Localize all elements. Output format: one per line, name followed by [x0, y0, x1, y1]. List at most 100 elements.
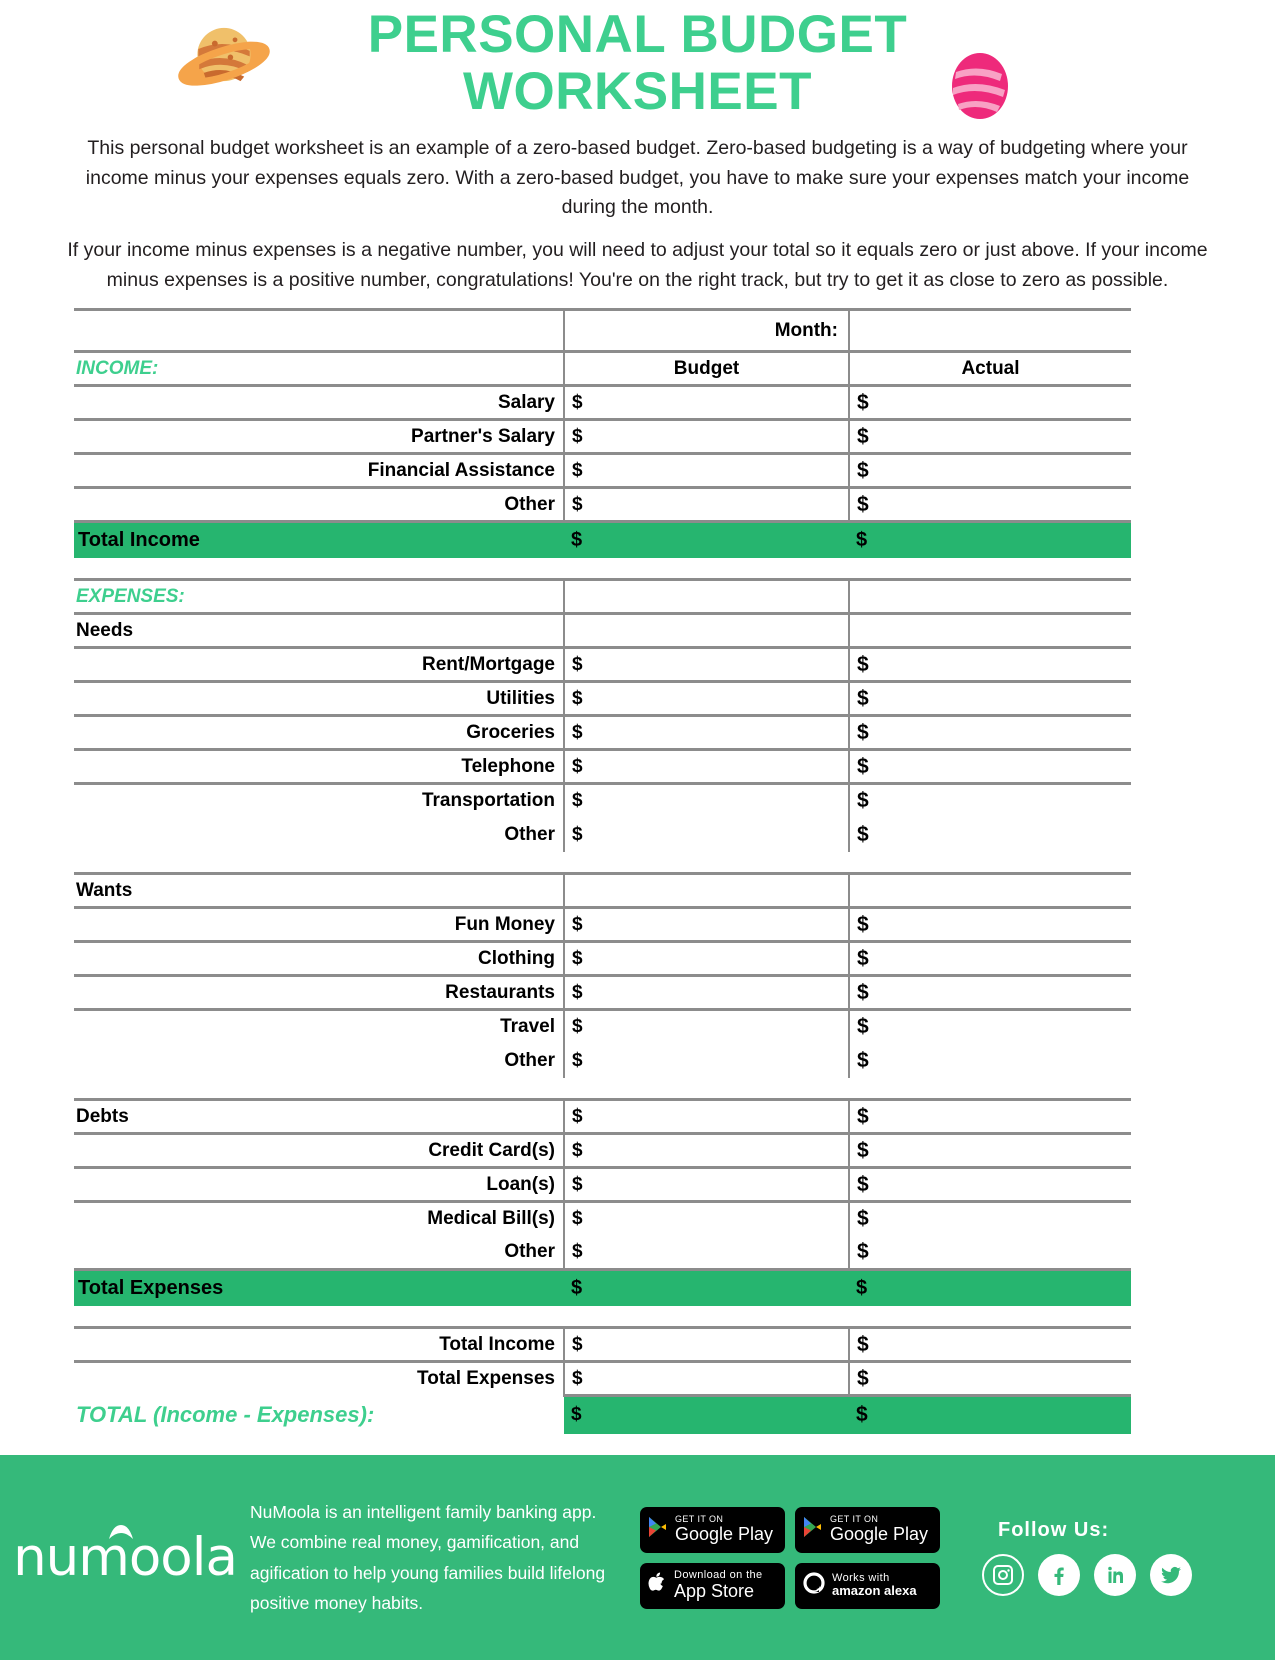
instagram-icon[interactable] — [982, 1554, 1024, 1596]
page-title-line1: PERSONAL BUDGET — [367, 5, 908, 64]
intro-paragraph-1: This personal budget worksheet is an exa… — [85, 137, 1190, 219]
budget-input-income-other[interactable]: $ — [563, 486, 849, 522]
month-value-input[interactable] — [848, 308, 1131, 352]
page-header: PERSONAL BUDGET WORKSHEET — [0, 0, 1275, 130]
actual-input-financial-assistance[interactable]: $ — [848, 452, 1131, 488]
alexa-icon — [803, 1572, 825, 1599]
table-row: Fun Money $ $ — [74, 906, 1131, 942]
actual-input-loans[interactable]: $ — [848, 1166, 1131, 1202]
budget-input-debts[interactable]: $ — [563, 1098, 849, 1134]
table-row: Other $ $ — [74, 486, 1131, 522]
actual-input-income-other[interactable]: $ — [848, 486, 1131, 522]
actual-input-debts[interactable]: $ — [848, 1098, 1131, 1134]
table-row: Utilities $ $ — [74, 680, 1131, 716]
row-label-restaurants: Restaurants — [74, 974, 564, 1010]
twitter-icon[interactable] — [1150, 1554, 1192, 1596]
table-row: Other $ $ — [74, 1043, 1131, 1078]
planet-pink-icon — [940, 52, 1020, 120]
expenses-section-title: EXPENSES: — [74, 578, 564, 614]
row-label-financial-assistance: Financial Assistance — [74, 452, 564, 488]
actual-input-telephone[interactable]: $ — [848, 748, 1131, 784]
month-label: Month: — [563, 308, 849, 352]
actual-input-needs-other[interactable]: $ — [848, 817, 1131, 852]
actual-input-travel[interactable]: $ — [848, 1008, 1131, 1044]
spacer-row — [74, 851, 1131, 874]
actual-input-transportation[interactable]: $ — [848, 782, 1131, 818]
row-label-debts-other: Other — [504, 1240, 555, 1262]
actual-input-groceries[interactable]: $ — [848, 714, 1131, 750]
google-play-badge-2[interactable]: GET IT ON Google Play — [795, 1506, 940, 1553]
google-play-badge-big: Google Play — [675, 1523, 774, 1544]
row-label-credit-cards: Credit Card(s) — [74, 1132, 564, 1168]
actual-input-salary[interactable]: $ — [848, 384, 1131, 420]
expenses-header-budget-cell — [563, 578, 849, 614]
summary-budget-total-expenses[interactable]: $ — [563, 1360, 849, 1396]
table-row-expenses-header: EXPENSES: — [74, 578, 1131, 614]
budget-table: Month: INCOME: Budget Actual Salary $ $ … — [74, 308, 1131, 1434]
linkedin-icon[interactable] — [1094, 1554, 1136, 1596]
actual-input-utilities[interactable]: $ — [848, 680, 1131, 716]
summary-actual-total-income[interactable]: $ — [848, 1326, 1131, 1362]
group-label-debts: Debts — [74, 1098, 564, 1134]
actual-input-wants-other[interactable]: $ — [848, 1043, 1131, 1078]
facebook-icon[interactable] — [1038, 1554, 1080, 1596]
table-row: Loan(s) $ $ — [74, 1166, 1131, 1202]
budget-input-telephone[interactable]: $ — [563, 748, 849, 784]
actual-input-restaurants[interactable]: $ — [848, 974, 1131, 1010]
row-label-transportation: Transportation — [74, 782, 564, 818]
alexa-badge[interactable]: Works with amazon alexa — [795, 1562, 940, 1609]
actual-input-fun-money[interactable]: $ — [848, 906, 1131, 942]
spacer-row — [74, 1305, 1131, 1328]
google-play-badge-2-big: Google Play — [830, 1523, 929, 1544]
google-play-badge[interactable]: GET IT ON Google Play — [640, 1506, 785, 1553]
budget-input-debts-other[interactable]: $ — [563, 1235, 849, 1270]
actual-input-debts-other[interactable]: $ — [848, 1235, 1131, 1270]
app-store-badge[interactable]: Download on the App Store — [640, 1562, 785, 1609]
google-play-badge-2-small: GET IT ON — [830, 1514, 879, 1525]
row-label-partners-salary: Partner's Salary — [74, 418, 564, 454]
budget-input-needs-other[interactable]: $ — [563, 817, 849, 852]
budget-input-wants-other[interactable]: $ — [563, 1043, 849, 1078]
needs-actual-cell — [848, 612, 1131, 648]
budget-input-partners-salary[interactable]: $ — [563, 418, 849, 454]
budget-input-medical-bills[interactable]: $ — [563, 1200, 849, 1236]
budget-input-rent-mortgage[interactable]: $ — [563, 646, 849, 682]
budget-input-loans[interactable]: $ — [563, 1166, 849, 1202]
actual-input-partners-salary[interactable]: $ — [848, 418, 1131, 454]
budget-input-financial-assistance[interactable]: $ — [563, 452, 849, 488]
actual-input-medical-bills[interactable]: $ — [848, 1200, 1131, 1236]
budget-input-credit-cards[interactable]: $ — [563, 1132, 849, 1168]
table-row: Partner's Salary $ $ — [74, 418, 1131, 454]
actual-input-clothing[interactable]: $ — [848, 940, 1131, 976]
page-footer: numoola NuMoola is an intelligent family… — [0, 1455, 1275, 1660]
needs-budget-cell — [563, 612, 849, 648]
numoola-logo-text: numoola — [13, 1527, 238, 1588]
column-header-budget: Budget — [563, 350, 849, 386]
row-label-telephone: Telephone — [74, 748, 564, 784]
total-expenses-label: Total Expenses — [74, 1268, 564, 1306]
table-row: Total Income $ $ — [74, 1326, 1131, 1362]
budget-input-salary[interactable]: $ — [563, 384, 849, 420]
table-row-debts-group: Debts $ $ — [74, 1098, 1131, 1134]
follow-us-label: Follow Us: — [998, 1519, 1110, 1541]
budget-input-restaurants[interactable]: $ — [563, 974, 849, 1010]
budget-input-fun-money[interactable]: $ — [563, 906, 849, 942]
app-store-badge-small: Download on the — [674, 1569, 763, 1582]
intro-text: This personal budget worksheet is an exa… — [0, 130, 1275, 295]
budget-input-utilities[interactable]: $ — [563, 680, 849, 716]
apple-icon — [648, 1572, 667, 1599]
budget-input-clothing[interactable]: $ — [563, 940, 849, 976]
summary-budget-total-income[interactable]: $ — [563, 1326, 849, 1362]
summary-actual-total-expenses[interactable]: $ — [848, 1360, 1131, 1396]
budget-input-groceries[interactable]: $ — [563, 714, 849, 750]
grand-total-label: TOTAL (Income - Expenses): — [74, 1395, 564, 1434]
group-label-wants: Wants — [74, 872, 564, 908]
budget-input-transportation[interactable]: $ — [563, 782, 849, 818]
alexa-badge-small: Works with — [832, 1571, 890, 1584]
row-label-groceries: Groceries — [74, 714, 564, 750]
budget-input-travel[interactable]: $ — [563, 1008, 849, 1044]
actual-input-credit-cards[interactable]: $ — [848, 1132, 1131, 1168]
social-section: Follow Us: — [950, 1519, 1250, 1596]
google-play-icon — [648, 1516, 668, 1543]
actual-input-rent-mortgage[interactable]: $ — [848, 646, 1131, 682]
